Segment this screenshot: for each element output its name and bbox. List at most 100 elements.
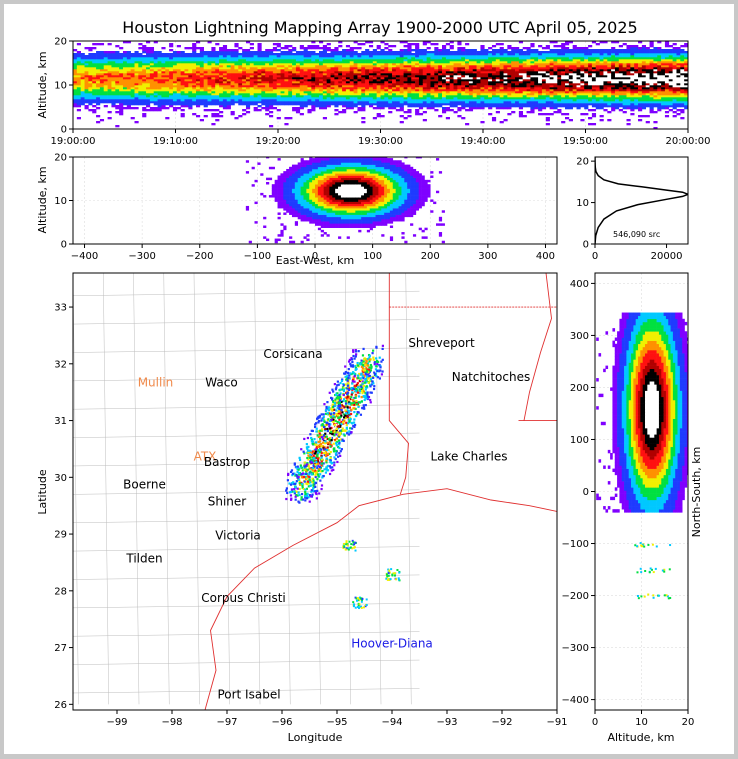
density-cell (591, 49, 597, 52)
density-cell (226, 99, 231, 102)
density-cell (538, 85, 543, 88)
density-cell (442, 89, 447, 92)
density-cell (176, 83, 181, 86)
density-cell (353, 61, 358, 64)
density-cell (442, 95, 447, 98)
density-cell (576, 81, 581, 84)
density-cell (480, 79, 485, 82)
density-cell (330, 75, 335, 78)
density-cell (684, 87, 688, 90)
density-cell (249, 81, 254, 84)
density-cell (230, 75, 235, 78)
density-cell (111, 97, 116, 100)
density-cell (626, 63, 631, 66)
density-cell (622, 83, 627, 86)
density-cell (376, 89, 381, 92)
density-cell (664, 75, 670, 78)
density-cell (184, 87, 189, 90)
density-cell (561, 81, 566, 84)
density-cell (380, 73, 385, 76)
density-cell (503, 99, 508, 102)
density-cell (480, 105, 485, 108)
density-cell (426, 85, 431, 88)
density-cell (565, 79, 570, 82)
density-cell (557, 77, 562, 80)
density-cell (395, 57, 401, 60)
density-cell (215, 57, 220, 60)
density-cell (638, 87, 643, 90)
density-cell (322, 99, 327, 102)
density-cell (491, 83, 497, 86)
density-cell (134, 107, 139, 110)
density-cell (222, 89, 228, 92)
density-cell (453, 95, 458, 98)
density-cell (388, 79, 393, 82)
density-cell (261, 71, 266, 74)
density-cell (661, 73, 666, 76)
density-cell (207, 59, 212, 62)
density-cell (434, 61, 439, 64)
density-cell (603, 79, 608, 82)
density-cell (196, 75, 201, 78)
density-cell (538, 63, 543, 66)
density-cell (611, 69, 616, 72)
density-cell (499, 95, 504, 98)
density-cell (488, 97, 493, 100)
density-cell (219, 65, 224, 68)
density-cell (399, 73, 404, 76)
density-cell (292, 81, 297, 84)
density-cell (668, 89, 673, 92)
density-cell (130, 87, 135, 90)
density-cell (238, 57, 243, 60)
density-cell (149, 107, 155, 110)
density-cell (488, 63, 493, 66)
density-cell (392, 91, 397, 94)
density-cell (472, 65, 477, 68)
density-cell (76, 87, 81, 90)
density-cell (584, 107, 589, 110)
density-cell (484, 85, 489, 88)
density-cell (557, 59, 562, 62)
density-cell (557, 105, 562, 108)
density-cell (334, 75, 339, 78)
density-cell (595, 83, 600, 86)
density-cell (595, 81, 600, 84)
density-cell (415, 73, 420, 76)
density-cell (538, 113, 543, 116)
density-cell (80, 81, 85, 84)
density-cell (442, 71, 447, 74)
density-cell (269, 95, 274, 98)
density-cell (626, 101, 631, 104)
density-cell (334, 101, 339, 104)
density-cell (88, 53, 93, 56)
density-cell (180, 59, 185, 62)
density-cell (265, 83, 270, 86)
density-cell (272, 43, 278, 46)
density-cell (595, 79, 600, 82)
density-cell (345, 89, 351, 92)
density-cell (315, 65, 320, 68)
density-cell (315, 47, 320, 50)
density-cell (319, 51, 324, 54)
density-cell (99, 69, 105, 72)
density-cell (99, 79, 105, 82)
density-cell (668, 65, 673, 68)
density-cell (172, 69, 178, 72)
density-cell (96, 59, 101, 62)
density-cell (76, 109, 81, 112)
density-cell (518, 99, 524, 102)
density-cell (657, 105, 662, 108)
density-cell (645, 47, 650, 50)
density-cell (122, 87, 128, 90)
density-cell (399, 71, 404, 74)
density-cell (422, 75, 427, 78)
density-cell (415, 105, 420, 108)
density-cell (99, 77, 105, 80)
density-cell (426, 55, 431, 58)
density-cell (353, 105, 358, 108)
density-cell (584, 71, 589, 74)
density-cell (434, 57, 439, 60)
density-cell (161, 71, 166, 74)
density-cell (418, 87, 424, 90)
density-cell (491, 87, 497, 90)
